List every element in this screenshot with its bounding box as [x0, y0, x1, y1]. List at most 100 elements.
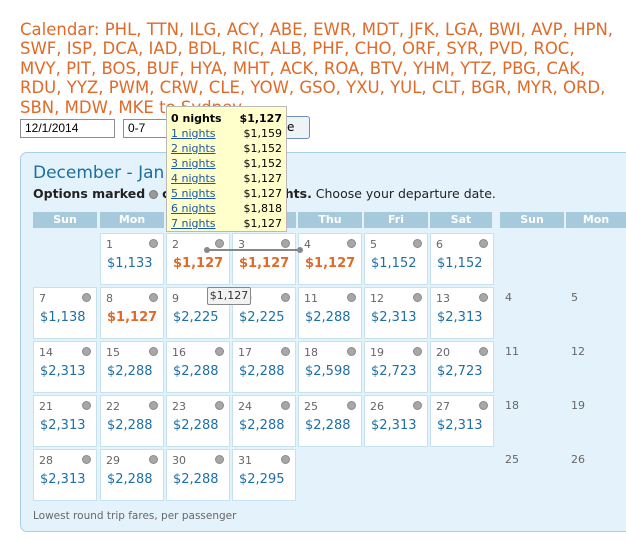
nights-option-row[interactable]: 7 nights $1,127 — [171, 217, 282, 232]
select-radio-icon[interactable] — [82, 455, 91, 464]
fare-price[interactable]: $2,313 — [40, 472, 86, 487]
select-radio-icon[interactable] — [479, 401, 488, 410]
nights-range-input[interactable] — [123, 119, 170, 138]
fare-price[interactable]: $2,288 — [305, 310, 351, 325]
fare-price[interactable]: $2,313 — [371, 418, 417, 433]
fare-price[interactable]: $2,313 — [40, 364, 86, 379]
fare-price[interactable]: $2,225 — [239, 310, 285, 325]
fare-price[interactable]: $2,288 — [239, 418, 285, 433]
nights-option-link[interactable]: 2 nights — [171, 142, 216, 155]
nights-option-row[interactable]: 0 nights $1,127 — [171, 112, 282, 127]
fare-price[interactable]: $2,288 — [173, 364, 219, 379]
calendar-day-cell[interactable]: 3 $1,127 — [232, 233, 296, 285]
select-radio-icon[interactable] — [149, 455, 158, 464]
calendar-day-cell[interactable]: 19 $2,723 — [364, 341, 428, 393]
nights-option-row[interactable]: 5 nights $1,127 — [171, 187, 282, 202]
fare-price[interactable]: $1,127 — [305, 256, 356, 271]
select-radio-icon[interactable] — [413, 347, 422, 356]
select-radio-icon[interactable] — [281, 401, 290, 410]
fare-price[interactable]: $2,288 — [305, 418, 351, 433]
select-radio-icon[interactable] — [215, 347, 224, 356]
calendar-day-cell[interactable]: 12 $2,313 — [364, 287, 428, 339]
nights-option-row[interactable]: 2 nights $1,152 — [171, 142, 282, 157]
select-radio-icon[interactable] — [281, 455, 290, 464]
search-button[interactable]: e — [280, 116, 310, 139]
select-radio-icon[interactable] — [347, 293, 356, 302]
calendar-day-cell[interactable]: 20 $2,723 — [430, 341, 494, 393]
select-radio-icon[interactable] — [347, 347, 356, 356]
select-radio-icon[interactable] — [149, 239, 158, 248]
calendar-day-cell[interactable]: 26 $2,313 — [364, 395, 428, 447]
select-radio-icon[interactable] — [82, 347, 91, 356]
select-radio-icon[interactable] — [479, 239, 488, 248]
select-radio-icon[interactable] — [479, 293, 488, 302]
calendar-day-cell[interactable]: 11 $2,288 — [298, 287, 362, 339]
select-radio-icon[interactable] — [413, 239, 422, 248]
fare-price[interactable]: $1,133 — [107, 256, 153, 271]
calendar-day-cell[interactable]: 4 $1,127 — [298, 233, 362, 285]
departure-date-input[interactable] — [20, 119, 115, 138]
select-radio-icon[interactable] — [82, 401, 91, 410]
calendar-day-cell[interactable]: 1 $1,133 — [100, 233, 164, 285]
select-radio-icon[interactable] — [347, 401, 356, 410]
fare-price[interactable]: $2,288 — [173, 418, 219, 433]
fare-price[interactable]: $1,138 — [40, 310, 86, 325]
select-radio-icon[interactable] — [149, 293, 158, 302]
calendar-day-cell[interactable]: 22 $2,288 — [100, 395, 164, 447]
calendar-day-cell[interactable]: 24 $2,288 — [232, 395, 296, 447]
fare-price[interactable]: $2,288 — [173, 472, 219, 487]
calendar-day-cell[interactable]: 21 $2,313 — [33, 395, 97, 447]
fare-price[interactable]: $2,295 — [239, 472, 285, 487]
select-radio-icon[interactable] — [215, 401, 224, 410]
calendar-day-cell[interactable]: 14 $2,313 — [33, 341, 97, 393]
select-radio-icon[interactable] — [281, 293, 290, 302]
nights-option-link[interactable]: 7 nights — [171, 217, 216, 230]
fare-price[interactable]: $2,225 — [173, 310, 219, 325]
calendar-day-cell[interactable]: 31 $2,295 — [232, 449, 296, 501]
nights-option-row[interactable]: 4 nights $1,127 — [171, 172, 282, 187]
nights-option-row[interactable]: 1 nights $1,159 — [171, 127, 282, 142]
calendar-day-cell[interactable]: 8 $1,127 — [100, 287, 164, 339]
fare-price[interactable]: $2,288 — [239, 364, 285, 379]
fare-price[interactable]: $1,127 — [239, 256, 290, 271]
calendar-day-cell[interactable]: 15 $2,288 — [100, 341, 164, 393]
calendar-day-cell[interactable]: 17 $2,288 — [232, 341, 296, 393]
select-radio-icon[interactable] — [479, 347, 488, 356]
calendar-day-cell[interactable]: 7 $1,138 — [33, 287, 97, 339]
nights-option-row[interactable]: 3 nights $1,152 — [171, 157, 282, 172]
select-radio-icon[interactable] — [149, 401, 158, 410]
nights-option-link[interactable]: 5 nights — [171, 187, 216, 200]
nights-option-link[interactable]: 3 nights — [171, 157, 216, 170]
fare-price[interactable]: $2,313 — [437, 418, 483, 433]
fare-price[interactable]: $2,288 — [107, 472, 153, 487]
nights-option-link[interactable]: 4 nights — [171, 172, 216, 185]
calendar-day-cell[interactable]: 13 $2,313 — [430, 287, 494, 339]
nights-option-link[interactable]: 6 nights — [171, 202, 216, 215]
fare-price[interactable]: $2,723 — [437, 364, 483, 379]
select-radio-icon[interactable] — [281, 239, 290, 248]
fare-price[interactable]: $2,288 — [107, 364, 153, 379]
calendar-day-cell[interactable]: 27 $2,313 — [430, 395, 494, 447]
calendar-day-cell[interactable]: 6 $1,152 — [430, 233, 494, 285]
calendar-day-cell[interactable]: 29 $2,288 — [100, 449, 164, 501]
calendar-day-cell[interactable]: 25 $2,288 — [298, 395, 362, 447]
fare-price[interactable]: $2,313 — [40, 418, 86, 433]
fare-price[interactable]: $2,723 — [371, 364, 417, 379]
select-radio-icon[interactable] — [82, 293, 91, 302]
select-radio-icon[interactable] — [413, 293, 422, 302]
calendar-day-cell[interactable]: 23 $2,288 — [166, 395, 230, 447]
calendar-day-cell[interactable]: 18 $2,598 — [298, 341, 362, 393]
select-radio-icon[interactable] — [281, 347, 290, 356]
fare-price[interactable]: $1,127 — [173, 256, 224, 271]
select-radio-icon[interactable] — [215, 239, 224, 248]
calendar-day-cell[interactable]: 2 $1,127 — [166, 233, 230, 285]
fare-price[interactable]: $1,127 — [107, 310, 158, 325]
fare-price[interactable]: $2,313 — [437, 310, 483, 325]
fare-price[interactable]: $1,152 — [437, 256, 483, 271]
select-radio-icon[interactable] — [347, 239, 356, 248]
calendar-day-cell[interactable]: 28 $2,313 — [33, 449, 97, 501]
calendar-day-cell[interactable]: 16 $2,288 — [166, 341, 230, 393]
fare-price[interactable]: $2,313 — [371, 310, 417, 325]
select-radio-icon[interactable] — [413, 401, 422, 410]
select-radio-icon[interactable] — [215, 455, 224, 464]
